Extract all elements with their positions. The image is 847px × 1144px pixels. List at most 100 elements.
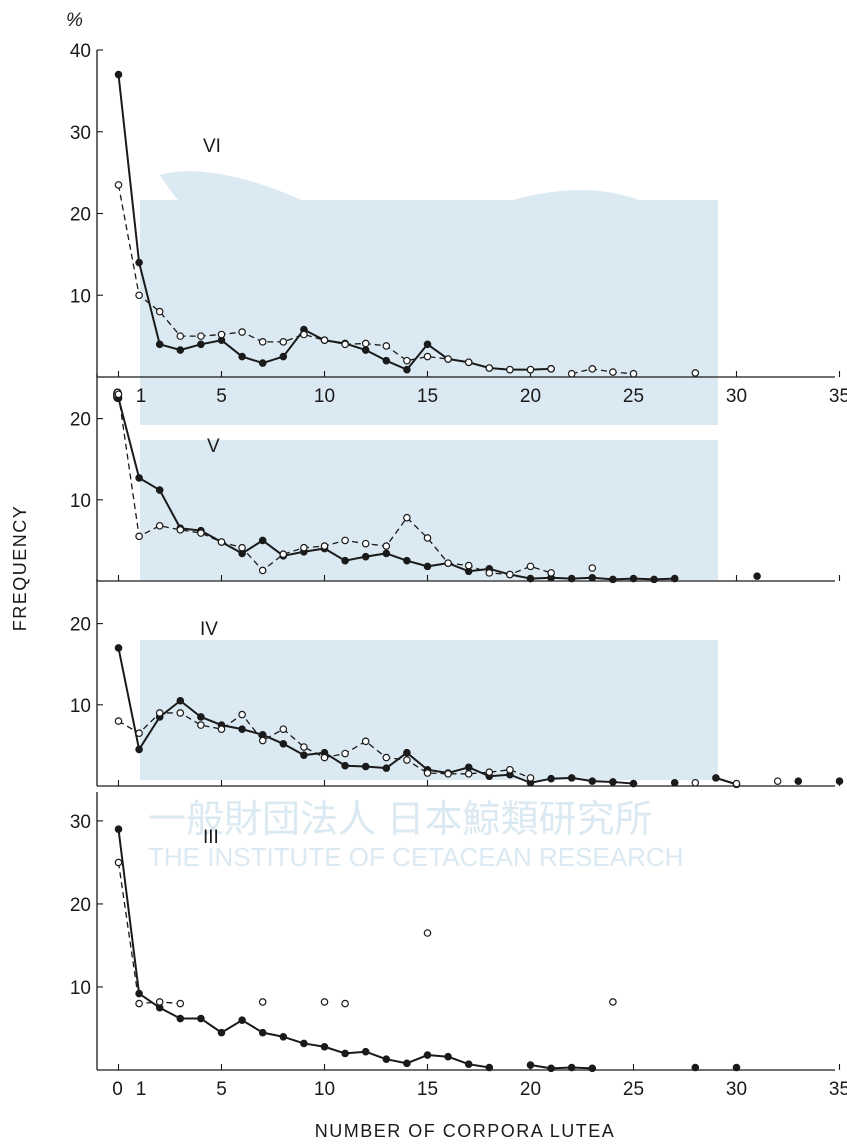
data-point — [567, 574, 576, 583]
data-point — [650, 575, 658, 584]
series-solid — [114, 644, 844, 789]
data-point — [609, 368, 617, 376]
data-point — [423, 562, 432, 571]
data-point — [279, 739, 288, 748]
data-point — [361, 339, 370, 348]
data-point — [609, 575, 617, 584]
data-point — [300, 743, 308, 751]
y-axis-title: FREQUENCY — [10, 505, 30, 632]
x-tick-label: 25 — [623, 1079, 644, 1100]
data-point — [526, 1061, 535, 1069]
data-point — [444, 559, 452, 567]
data-point — [341, 340, 349, 349]
data-point — [176, 709, 185, 717]
data-point — [485, 569, 494, 577]
data-point — [444, 355, 452, 363]
data-point — [238, 710, 246, 719]
data-point — [197, 1014, 205, 1023]
data-point — [732, 1063, 741, 1072]
data-point — [155, 521, 164, 530]
data-point — [258, 1028, 267, 1037]
data-point — [526, 574, 535, 583]
data-point — [526, 562, 535, 571]
x-tick-label: 25 — [623, 386, 644, 407]
data-point — [155, 486, 164, 494]
data-point — [464, 770, 473, 778]
x-tick-label: 15 — [417, 386, 438, 407]
data-point — [341, 536, 349, 545]
data-point — [155, 709, 164, 717]
data-point — [320, 542, 329, 550]
series-line — [117, 862, 181, 1005]
series-line — [117, 394, 552, 576]
data-point — [382, 549, 391, 558]
series-solid — [114, 825, 741, 1073]
data-point — [320, 998, 329, 1006]
data-point — [588, 1064, 597, 1073]
data-point — [403, 748, 411, 757]
y-tick-label: 30 — [70, 123, 91, 144]
x-tick-label: 15 — [417, 1079, 438, 1100]
x-tick-label: 0 — [112, 1079, 123, 1100]
data-point — [506, 765, 514, 774]
data-point — [567, 774, 576, 782]
data-point — [403, 556, 411, 565]
x-tick-label: 10 — [314, 1079, 335, 1100]
data-point — [485, 1063, 494, 1072]
data-point — [361, 737, 370, 746]
data-point — [444, 770, 452, 778]
x-tick-label: 1 — [136, 386, 147, 407]
data-point — [403, 513, 411, 522]
series-dashed — [114, 858, 617, 1008]
data-point — [135, 999, 143, 1008]
data-point — [361, 552, 370, 561]
logo-text: ICR — [545, 694, 679, 782]
data-point — [423, 769, 432, 777]
data-point — [567, 369, 576, 378]
unit-label: % — [66, 10, 83, 31]
x-tick-label: 20 — [520, 1079, 541, 1100]
x-tick-label: 30 — [726, 386, 747, 407]
data-point — [382, 342, 391, 350]
series-dashed — [114, 709, 782, 788]
data-point — [547, 569, 555, 577]
data-point — [197, 721, 205, 729]
data-point — [588, 365, 597, 373]
series-line — [530, 1064, 593, 1070]
data-point — [258, 566, 267, 575]
data-point — [258, 359, 267, 367]
data-point — [361, 346, 370, 354]
data-point — [258, 536, 267, 545]
data-point — [423, 340, 432, 349]
panel-V: 10 20 V — [70, 374, 841, 584]
data-point — [588, 573, 597, 582]
data-point — [155, 307, 164, 316]
data-point — [609, 778, 617, 786]
data-point — [629, 779, 638, 788]
data-point — [485, 768, 494, 776]
data-point — [217, 1028, 226, 1037]
data-point — [300, 543, 308, 552]
y-tick-label: 30 — [70, 812, 91, 833]
data-point — [238, 328, 246, 336]
data-point — [526, 774, 535, 782]
data-point — [464, 561, 473, 570]
logo-block — [140, 200, 718, 425]
series-dashed — [114, 181, 700, 378]
data-point — [114, 390, 123, 399]
data-point — [176, 526, 185, 534]
series-line — [117, 398, 675, 581]
x-axis-title: NUMBER OF CORPORA LUTEA — [315, 1121, 616, 1141]
data-point — [135, 291, 143, 300]
data-point — [382, 753, 391, 762]
logo-block — [140, 640, 718, 780]
data-point — [341, 999, 349, 1008]
panel-label: IV — [200, 619, 218, 640]
data-point — [670, 574, 679, 583]
data-point — [691, 1063, 700, 1072]
data-point — [300, 330, 308, 339]
data-point — [135, 729, 143, 738]
data-point — [403, 365, 411, 374]
data-point — [238, 725, 246, 733]
